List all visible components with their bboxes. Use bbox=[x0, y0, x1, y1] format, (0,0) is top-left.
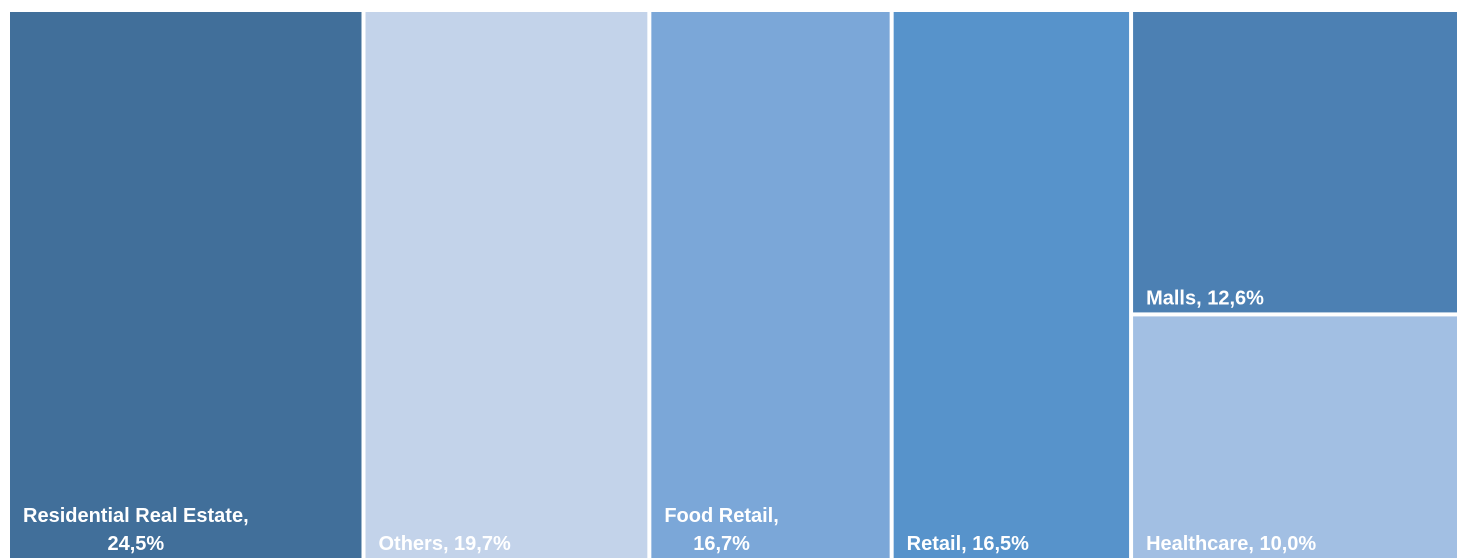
data-label: Residential Real Estate, 24,5% bbox=[23, 505, 249, 555]
data-label: Healthcare, 10,0% bbox=[1146, 533, 1316, 555]
treemap-cell bbox=[1133, 12, 1457, 313]
treemap-cell bbox=[365, 12, 648, 558]
label-line: 16,7% bbox=[693, 533, 750, 555]
label-line: Residential Real Estate, bbox=[23, 505, 249, 527]
data-label: Food Retail, 16,7% bbox=[664, 505, 778, 555]
data-label: Others, 19,7% bbox=[378, 533, 511, 555]
label-line: Food Retail, bbox=[664, 505, 778, 527]
treemap-cell bbox=[651, 12, 890, 558]
treemap-cell bbox=[893, 12, 1130, 558]
treemap-cell bbox=[10, 12, 362, 558]
data-label: Malls, 12,6% bbox=[1146, 287, 1264, 309]
label-line: 24,5% bbox=[107, 533, 164, 555]
treemap-cell bbox=[1133, 316, 1457, 558]
data-label: Retail, 16,5% bbox=[907, 533, 1030, 555]
